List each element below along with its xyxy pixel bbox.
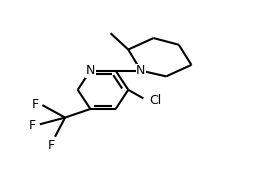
Text: N: N bbox=[136, 64, 146, 77]
Text: F: F bbox=[29, 119, 36, 132]
Text: Cl: Cl bbox=[150, 94, 162, 107]
Text: N: N bbox=[86, 64, 95, 77]
Text: F: F bbox=[48, 139, 55, 152]
Text: F: F bbox=[31, 98, 39, 111]
